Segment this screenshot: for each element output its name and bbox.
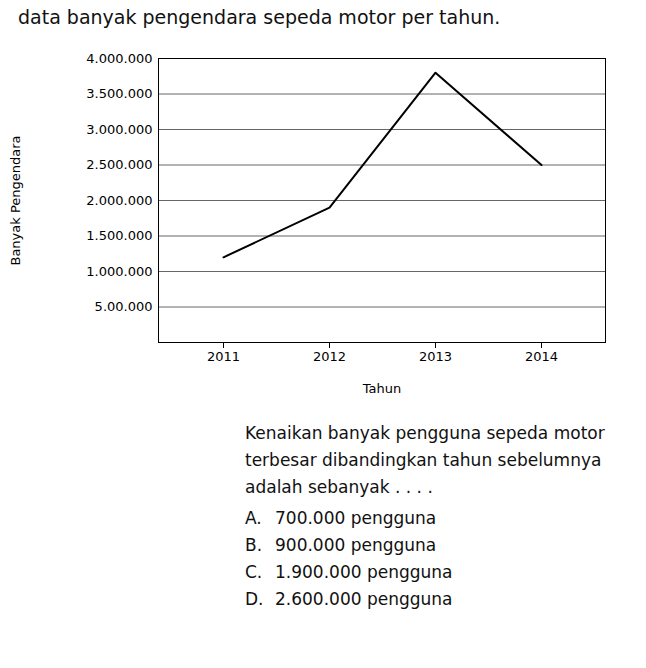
svg-text:3.500.000: 3.500.000 xyxy=(86,86,152,101)
svg-text:1.000.000: 1.000.000 xyxy=(86,264,152,279)
html-text:900.000 pengguna: 900.000 pengguna xyxy=(275,535,437,555)
svg-text:2011: 2011 xyxy=(207,349,240,364)
svg-text:2013: 2013 xyxy=(419,349,452,364)
svg-text:5.00.000: 5.00.000 xyxy=(95,299,153,314)
html-text:data banyak pengendara sepeda: data banyak pengendara sepeda motor per … xyxy=(18,6,501,28)
svg-text:4.000.000: 4.000.000 xyxy=(86,51,152,66)
svg-text:2014: 2014 xyxy=(525,349,558,364)
html-text:Kenaikan banyak pengguna seped: Kenaikan banyak pengguna sepeda motor te… xyxy=(245,423,605,497)
svg-text:Tahun: Tahun xyxy=(362,381,401,396)
html-text:D.: D. xyxy=(245,589,264,609)
svg-text:Banyak Pengendara: Banyak Pengendara xyxy=(8,135,23,265)
html-text:700.000 pengguna: 700.000 pengguna xyxy=(275,508,437,528)
svg-text:2012: 2012 xyxy=(313,349,346,364)
html-text:2.600.000 pengguna: 2.600.000 pengguna xyxy=(275,589,453,609)
svg-text:1.500.000: 1.500.000 xyxy=(86,228,152,243)
html-text:B.: B. xyxy=(245,535,263,555)
svg-text:2.000.000: 2.000.000 xyxy=(86,193,152,208)
html-text:C.: C. xyxy=(245,562,263,582)
svg-text:2.500.000: 2.500.000 xyxy=(86,157,152,172)
svg-text:3.000.000: 3.000.000 xyxy=(86,122,152,137)
html-text:1.900.000 pengguna: 1.900.000 pengguna xyxy=(275,562,453,582)
html-text:A.: A. xyxy=(245,508,262,528)
